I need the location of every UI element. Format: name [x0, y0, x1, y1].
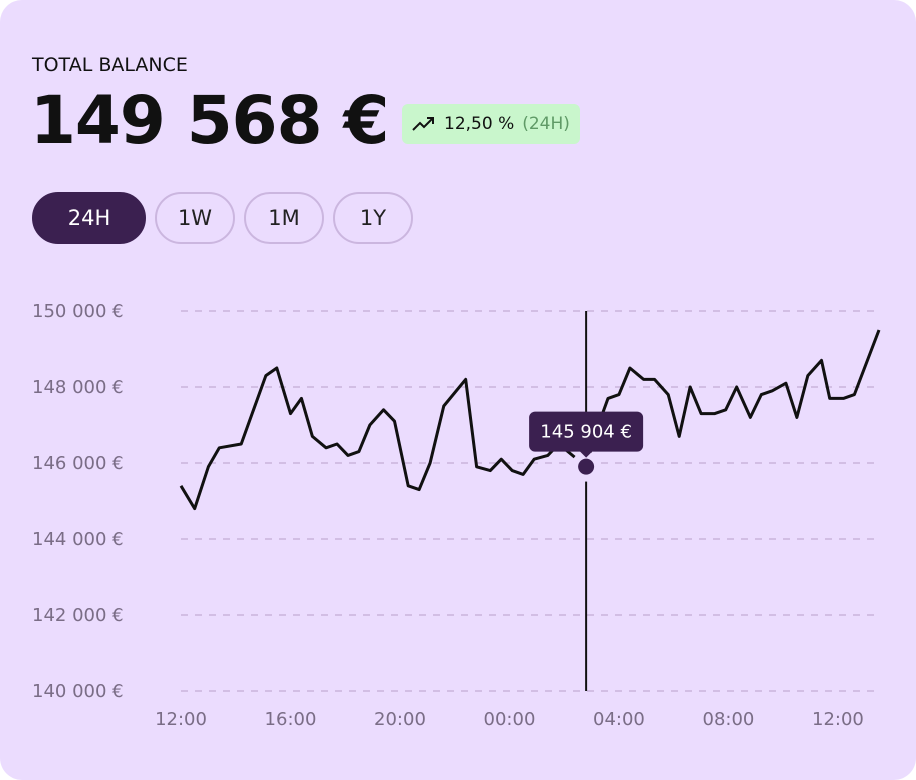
x-tick-label: 04:00: [593, 709, 645, 730]
period-tab[interactable]: 1W: [155, 192, 235, 244]
balance-line: [179, 329, 881, 511]
y-tick-label: 150 000 €: [32, 301, 124, 322]
period-tab[interactable]: 1M: [244, 192, 324, 244]
tooltip-box: [529, 411, 644, 452]
x-tick-label: 00:00: [484, 709, 536, 730]
trend-icon: [412, 117, 434, 131]
change-value: 12,50 %: [444, 114, 515, 134]
x-tick-label: 08:00: [703, 709, 755, 730]
y-tick-label: 144 000 €: [32, 529, 124, 550]
cursor-dot: [578, 458, 595, 475]
x-tick-label: 16:00: [265, 709, 317, 730]
tooltip-label: 145 904 €: [540, 422, 632, 443]
period-tab[interactable]: 1Y: [333, 192, 413, 244]
x-tick-label: 20:00: [374, 709, 426, 730]
period-tab[interactable]: 24H: [32, 192, 146, 244]
period-tabs: 24H 1W 1M 1Y: [32, 192, 413, 244]
tooltip-arrow: [579, 450, 594, 458]
change-badge: 12,50 % (24H): [402, 104, 580, 144]
y-tick-label: 148 000 €: [32, 377, 124, 398]
change-period: (24H): [522, 114, 570, 134]
x-tick-label: 12:00: [812, 709, 864, 730]
balance-label: TOTAL BALANCE: [32, 54, 188, 76]
x-tick-label: 12:00: [155, 709, 207, 730]
y-tick-label: 140 000 €: [32, 681, 124, 702]
balance-value: 149 568 €: [30, 82, 389, 159]
y-tick-label: 142 000 €: [32, 605, 124, 626]
y-tick-label: 146 000 €: [32, 453, 124, 474]
